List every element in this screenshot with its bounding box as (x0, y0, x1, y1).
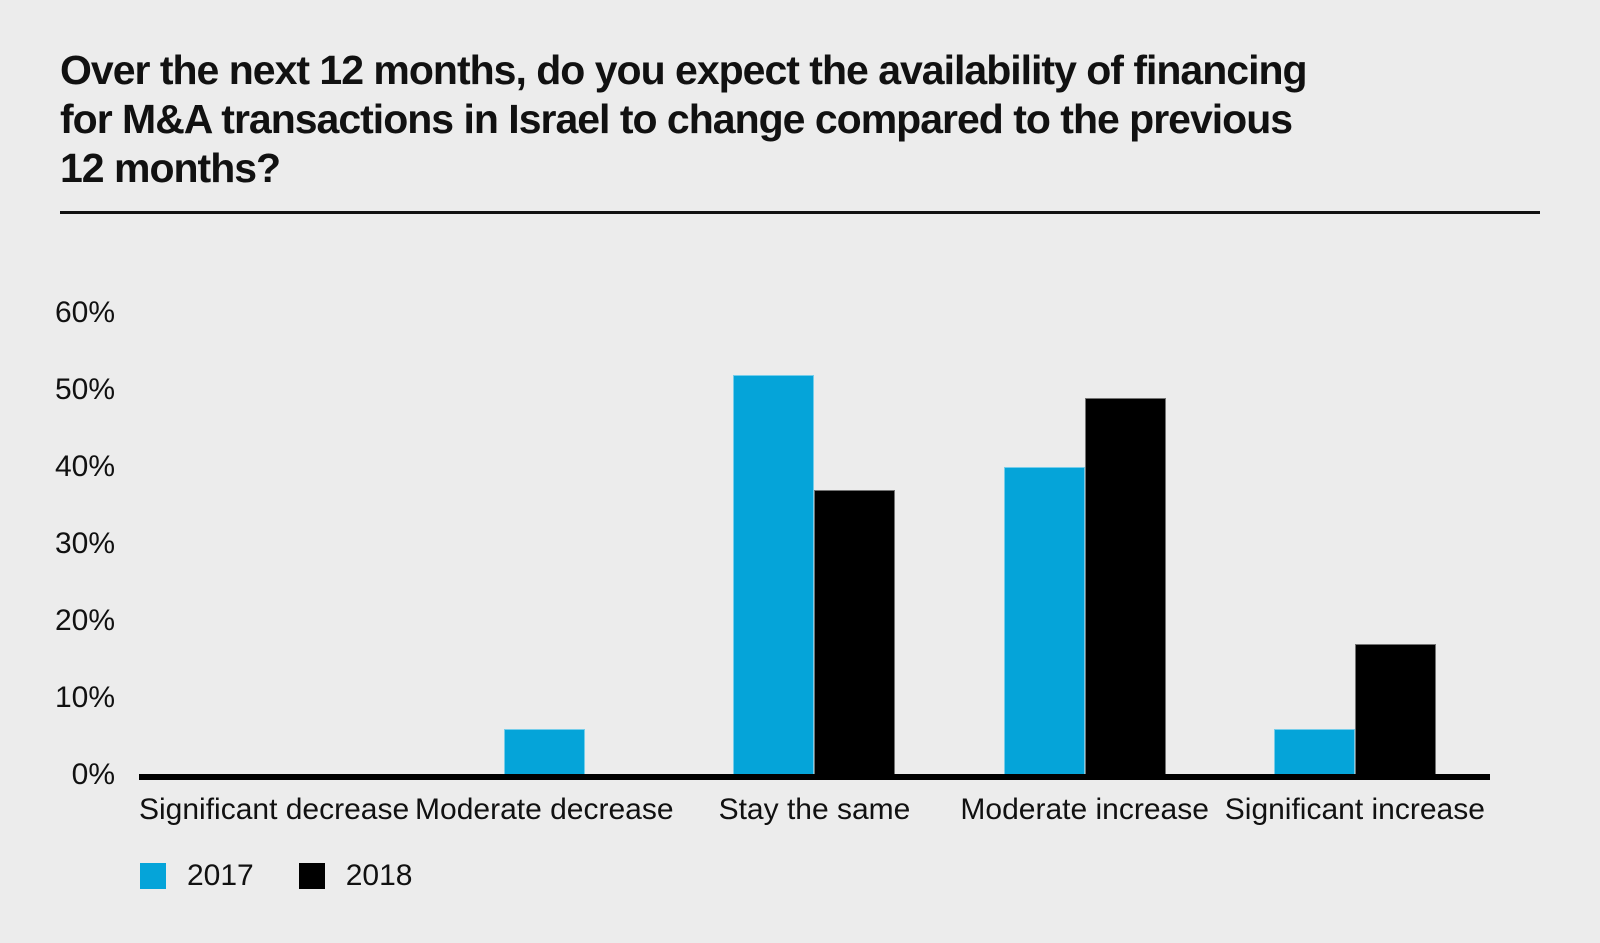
plot-area: 0% 10% 20% 30% 40% 50% 60% Significant decreas… (55, 298, 1490, 826)
y-axis-tick-40: 40% (54, 450, 115, 483)
legend-swatch-2018 (298, 863, 325, 889)
bar-2018-stay-the-same (814, 490, 896, 775)
x-axis-labels: Significant decrease Moderate decrease Sta… (139, 793, 1490, 827)
bar-group-stay-the-same (679, 313, 949, 775)
legend-label-2017: 2017 (187, 859, 254, 892)
y-axis-tick-0: 0% (71, 758, 115, 791)
chart-title-line-3: 12 months? (60, 145, 281, 191)
bar-2017-moderate-decrease (503, 728, 585, 775)
bar-group-moderate-increase (950, 313, 1220, 775)
legend-label-2018: 2018 (345, 859, 413, 892)
y-axis-tick-10: 10% (54, 681, 115, 714)
legend-item-2017: 2017 (140, 861, 254, 891)
y-axis-tick-50: 50% (54, 373, 115, 406)
x-axis-label-moderate-decrease: Moderate decrease (415, 793, 674, 826)
bar-2017-moderate-increase (1003, 467, 1085, 775)
legend-item-2018: 2018 (298, 859, 413, 892)
bar-group-significant-decrease (139, 313, 409, 775)
bar-group-significant-increase (1220, 313, 1490, 775)
x-axis-line (139, 774, 1490, 780)
bar-group-moderate-decrease (409, 313, 679, 775)
bar-2018-significant-increase (1354, 644, 1436, 775)
bar-2018-moderate-increase (1084, 397, 1166, 775)
y-axis-tick-20: 20% (54, 604, 115, 637)
title-divider (60, 211, 1540, 214)
legend: 2017 2018 (140, 861, 413, 891)
x-axis-label-stay-the-same: Stay the same (718, 793, 911, 826)
bar-2017-significant-increase (1273, 728, 1355, 775)
bar-2017-stay-the-same (733, 374, 815, 775)
y-axis-tick-60: 60% (54, 296, 115, 329)
x-axis-label-significant-decrease: Significant decrease (139, 793, 410, 826)
x-axis-label-significant-increase: Significant increase (1224, 793, 1485, 826)
x-axis-label-moderate-increase: Moderate increase (960, 793, 1209, 826)
legend-swatch-2017 (140, 863, 166, 889)
chart-title-line-2: for M&A transactions in Israel to change… (60, 96, 1293, 142)
chart-title: Over the next 12 months, do you expect t… (60, 46, 1550, 193)
bar-groups (139, 313, 1490, 775)
chart-title-line-1: Over the next 12 months, do you expect t… (60, 47, 1308, 93)
y-axis-tick-30: 30% (54, 527, 115, 560)
